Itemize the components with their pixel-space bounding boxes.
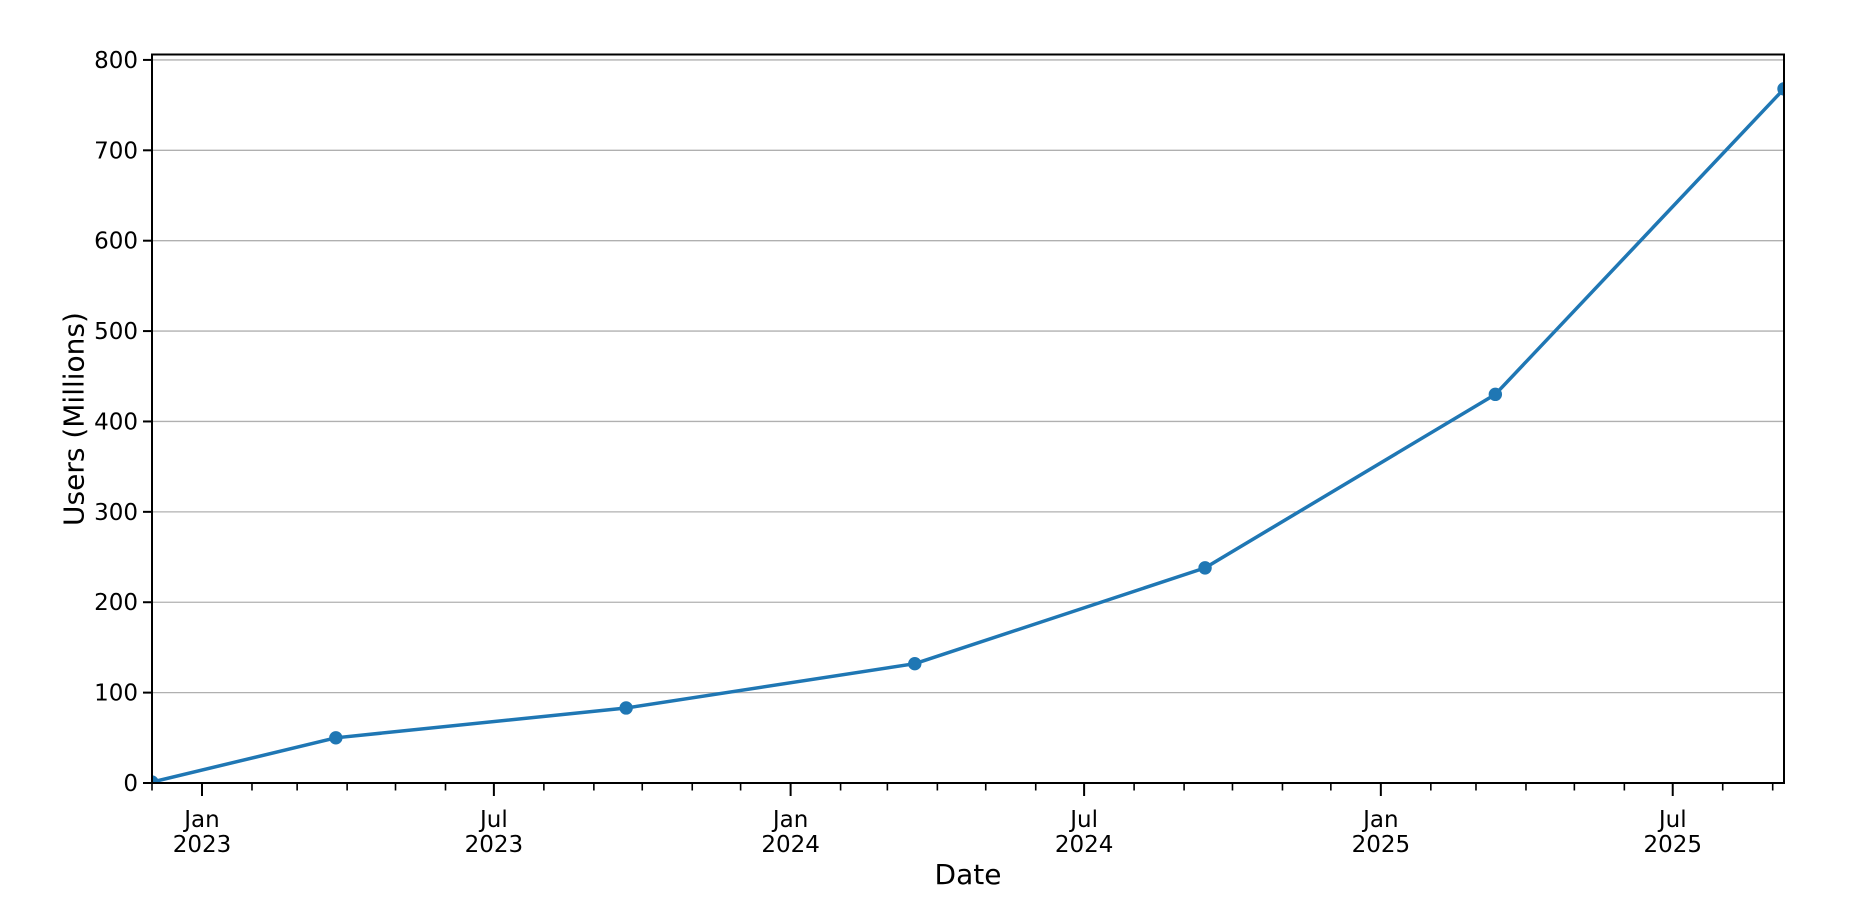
series-users	[152, 82, 1784, 783]
x-tick-label: Jul 2024	[1055, 807, 1114, 858]
data-point-1	[329, 731, 343, 745]
y-axis-label: Users (Millions)	[57, 312, 91, 526]
x-tick-label: Jan 2024	[761, 807, 820, 858]
data-point-6	[1777, 82, 1784, 96]
y-tick-label: 100	[94, 681, 138, 707]
y-tick-label: 800	[94, 48, 138, 74]
x-tick-label: Jul 2023	[465, 807, 524, 858]
y-tick-label: 300	[94, 500, 138, 526]
x-axis-tick-labels: Jan 2023 Jul 2023 Jan 2024 Jul 2024 Jan 2025 Jul 20…	[173, 807, 1702, 858]
data-point-5	[1488, 387, 1503, 402]
y-tick-label: 500	[94, 319, 138, 345]
data-point-2	[619, 701, 633, 715]
x-tick-label: Jan 2023	[173, 807, 232, 858]
data-point-0	[152, 775, 159, 783]
x-axis-label: Date	[934, 858, 1002, 891]
x-tick-label: Jul 2025	[1643, 807, 1702, 858]
y-grid	[152, 59, 1784, 784]
y-tick-label: 700	[94, 138, 138, 164]
y-tick-label: 400	[94, 409, 138, 435]
y-tick-label: 200	[94, 590, 138, 616]
axes-spines	[151, 53, 1785, 784]
x-axis-ticks	[151, 783, 1774, 796]
x-tick-label: Jan 2025	[1352, 807, 1411, 858]
y-axis-ticks: 0 100 200 300 400 500 600 700 800	[94, 48, 152, 797]
data-point-3	[908, 656, 922, 671]
data-point-4	[1198, 561, 1212, 575]
y-tick-label: 600	[94, 229, 138, 255]
y-tick-label: 0	[123, 771, 138, 797]
